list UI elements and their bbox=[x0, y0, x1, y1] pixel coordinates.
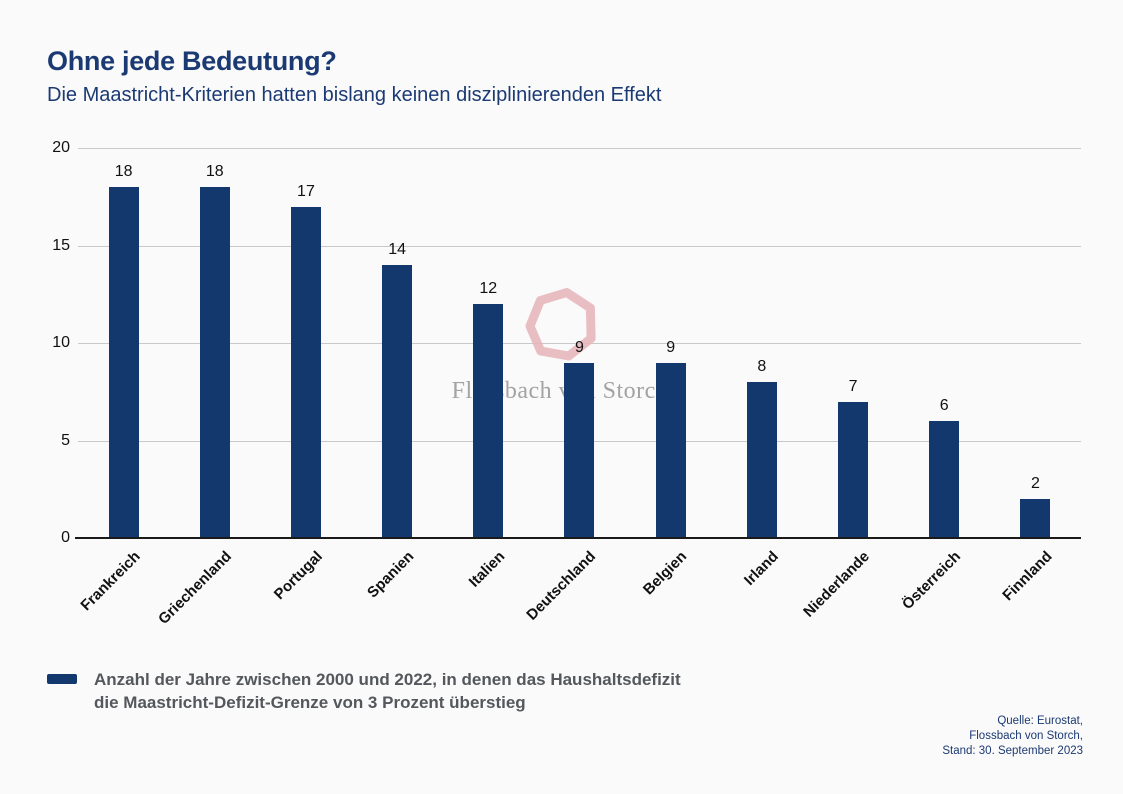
source-note: Quelle: Eurostat, Flossbach von Storch, … bbox=[942, 714, 1083, 759]
bar bbox=[746, 382, 777, 538]
y-tick-label: 20 bbox=[52, 139, 70, 156]
bar-group: 7 Niederlande bbox=[800, 148, 898, 621]
bar bbox=[1020, 499, 1051, 538]
bar bbox=[382, 265, 413, 538]
bar-value-label: 14 bbox=[388, 241, 407, 258]
bar-group: 14 Spanien bbox=[352, 148, 443, 602]
bar bbox=[655, 362, 686, 538]
page-title: Ohne jede Bedeutung? bbox=[47, 46, 337, 76]
bar bbox=[199, 187, 230, 538]
bars-layer: 18 Frankreich 18 Griechenland 17 Portugal 14 Sp… bbox=[77, 148, 1081, 628]
bar-group: 17 Portugal bbox=[260, 148, 351, 603]
bar bbox=[838, 401, 869, 538]
bar bbox=[108, 187, 139, 538]
x-axis-category-label: Niederlande bbox=[800, 548, 874, 621]
bar-value-label: 9 bbox=[666, 338, 676, 356]
bar-group: 8 Irland bbox=[716, 148, 807, 589]
legend-swatch bbox=[47, 674, 77, 684]
plot-area: Flossbach von Storch 18 Frankreich 18 Griec… bbox=[75, 148, 1081, 628]
bar-group: 9 Deutschland bbox=[524, 148, 625, 624]
x-axis-category-label: Italien bbox=[465, 548, 509, 591]
bar-group: 6 Österreich bbox=[899, 148, 990, 614]
x-axis-category-label: Frankreich bbox=[77, 548, 144, 615]
x-axis-category-label: Portugal bbox=[270, 548, 326, 604]
gridline bbox=[78, 148, 1081, 149]
bar-group: 2 Finnland bbox=[990, 148, 1081, 605]
bar bbox=[473, 304, 504, 538]
y-axis: 0 5 10 15 20 bbox=[0, 140, 70, 546]
bar-value-label: 18 bbox=[114, 163, 133, 180]
x-axis-category-label: Irland bbox=[740, 548, 782, 589]
bar-value-label: 2 bbox=[1030, 475, 1040, 492]
bar bbox=[290, 206, 321, 538]
y-tick-label: 5 bbox=[61, 431, 70, 449]
x-axis-category-label: Griechenland bbox=[154, 548, 235, 628]
bar-value-label: 8 bbox=[757, 358, 767, 375]
bar-group: 18 Frankreich bbox=[77, 148, 169, 615]
legend: Anzahl der Jahre zwischen 2000 und 2022,… bbox=[47, 668, 681, 714]
legend-line-1: Anzahl der Jahre zwischen 2000 und 2022,… bbox=[94, 670, 681, 689]
bar-value-label: 7 bbox=[848, 377, 858, 395]
bar-value-label: 18 bbox=[205, 163, 224, 180]
bar bbox=[929, 421, 960, 538]
x-axis-category-label: Belgien bbox=[640, 548, 691, 599]
legend-line-2: die Maastricht-Defizit-Grenze von 3 Proz… bbox=[94, 693, 526, 712]
y-tick-label: 0 bbox=[61, 529, 70, 546]
bar-value-label: 9 bbox=[575, 338, 584, 356]
x-axis-line bbox=[75, 537, 1081, 539]
x-axis-category-label: Spanien bbox=[363, 548, 418, 602]
gridline bbox=[78, 245, 1081, 247]
y-tick-label: 15 bbox=[52, 236, 70, 254]
page-subtitle: Die Maastricht-Kriterien hatten bislang … bbox=[47, 84, 662, 106]
x-axis-category-label: Österreich bbox=[899, 548, 965, 614]
bar-value-label: 17 bbox=[297, 182, 315, 200]
bar-group: 18 Griechenland bbox=[155, 148, 260, 628]
x-axis-category-label: Deutschland bbox=[523, 548, 600, 624]
bar-value-label: 12 bbox=[479, 280, 498, 297]
bar bbox=[564, 362, 595, 538]
source-line-3: Stand: 30. September 2023 bbox=[942, 745, 1083, 757]
source-line-1: Quelle: Eurostat, bbox=[997, 715, 1083, 727]
x-axis-category-label: Finnland bbox=[999, 548, 1056, 605]
y-tick-label: 10 bbox=[52, 334, 70, 351]
bar-group: 9 Belgien bbox=[625, 148, 716, 598]
bar-value-label: 6 bbox=[939, 397, 949, 414]
source-line-2: Flossbach von Storch, bbox=[969, 730, 1083, 742]
legend-label: Anzahl der Jahre zwischen 2000 und 2022,… bbox=[94, 668, 681, 714]
bar-group: 12 Italien bbox=[443, 148, 534, 591]
